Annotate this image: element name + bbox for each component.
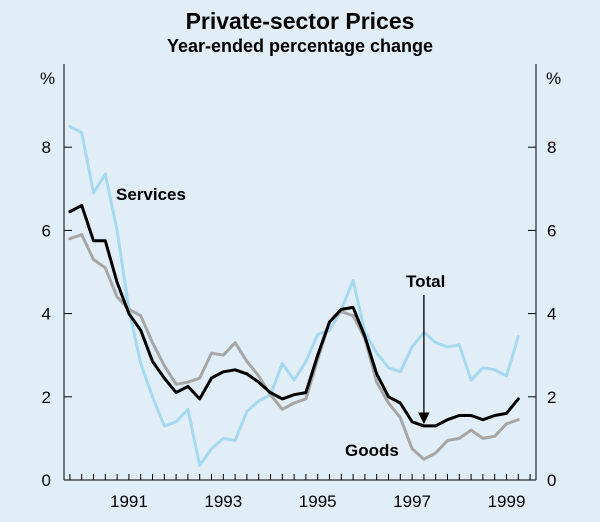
y-tick-label-left: 4	[42, 305, 51, 324]
x-tick-label: 1993	[204, 492, 242, 511]
y-tick-label-right: 0	[547, 471, 556, 490]
y-tick-label-left: 8	[42, 138, 51, 157]
y-tick-label-left: 6	[42, 221, 51, 240]
chart-title: Private-sector Prices	[185, 8, 415, 34]
y-tick-label-right: 6	[547, 221, 556, 240]
x-tick-label: 1999	[488, 492, 526, 511]
x-tick-label: 1997	[393, 492, 431, 511]
series-line-goods	[68, 233, 520, 461]
series-line-total	[68, 203, 520, 428]
series-label-total: Total	[406, 272, 445, 291]
series-label-goods: Goods	[345, 441, 399, 460]
y-tick-label-left: 0	[42, 471, 51, 490]
series-line-services	[68, 124, 520, 467]
plot-area	[64, 64, 536, 480]
y-unit-right: %	[546, 69, 561, 88]
x-tick-label: 1995	[299, 492, 337, 511]
y-tick-label-right: 8	[547, 138, 556, 157]
axes: 0 0 2 2 4 4 6 6 8 8 1991 1993 1995 1997 1999	[42, 64, 556, 511]
x-tick-label: 1991	[110, 492, 148, 511]
series-lines	[68, 124, 520, 467]
y-tick-label-right: 2	[547, 388, 556, 407]
y-tick-label-left: 2	[42, 388, 51, 407]
y-tick-label-right: 4	[547, 305, 556, 324]
chart-subtitle: Year-ended percentage change	[166, 36, 434, 56]
y-unit-left: %	[40, 69, 55, 88]
series-label-services: Services	[116, 185, 186, 204]
